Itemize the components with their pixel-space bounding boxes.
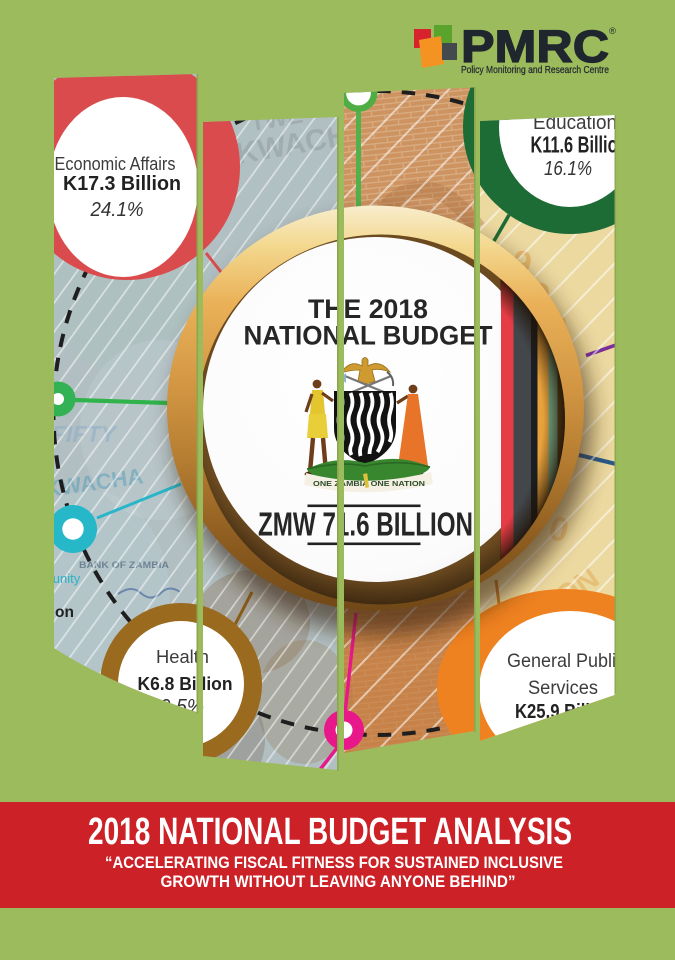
svg-text:K6.8 Billion: K6.8 Billion: [138, 673, 233, 694]
svg-text:®: ®: [609, 26, 616, 37]
svg-text:THE 2018: THE 2018: [308, 294, 428, 324]
svg-text:24.1%: 24.1%: [90, 198, 144, 221]
svg-text:“ACCELERATING FISCAL FITNESS F: “ACCELERATING FISCAL FITNESS FOR SUSTAIN…: [105, 854, 563, 872]
svg-text:GROWTH WITHOUT LEAVING ANYONE: GROWTH WITHOUT LEAVING ANYONE BEHIND”: [161, 873, 516, 891]
svg-text:2018 NATIONAL BUDGET ANALYSIS: 2018 NATIONAL BUDGET ANALYSIS: [88, 811, 572, 853]
svg-text:Policy Monitoring and Research: Policy Monitoring and Research Centre: [461, 65, 609, 76]
svg-text:NATIONAL BUDGET: NATIONAL BUDGET: [244, 321, 493, 351]
svg-text:Education: Education: [0, 604, 74, 621]
svg-text:16.1%: 16.1%: [544, 157, 592, 180]
svg-text:General Public: General Public: [507, 650, 625, 672]
svg-text:K11.6 Billion: K11.6 Billion: [531, 132, 628, 158]
svg-text:ONE ZAMBIA ONE NATION: ONE ZAMBIA ONE NATION: [313, 479, 425, 488]
svg-text:Community: Community: [15, 571, 81, 586]
svg-text:K17.3 Billion: K17.3 Billion: [63, 172, 181, 195]
svg-text:Economic Affairs: Economic Affairs: [55, 154, 176, 174]
svg-text:Health: Health: [156, 647, 209, 667]
svg-text:Services: Services: [528, 677, 598, 699]
svg-text:PMRC: PMRC: [461, 21, 609, 72]
svg-text:ZMW 71.6 BILLION: ZMW 71.6 BILLION: [258, 506, 473, 543]
